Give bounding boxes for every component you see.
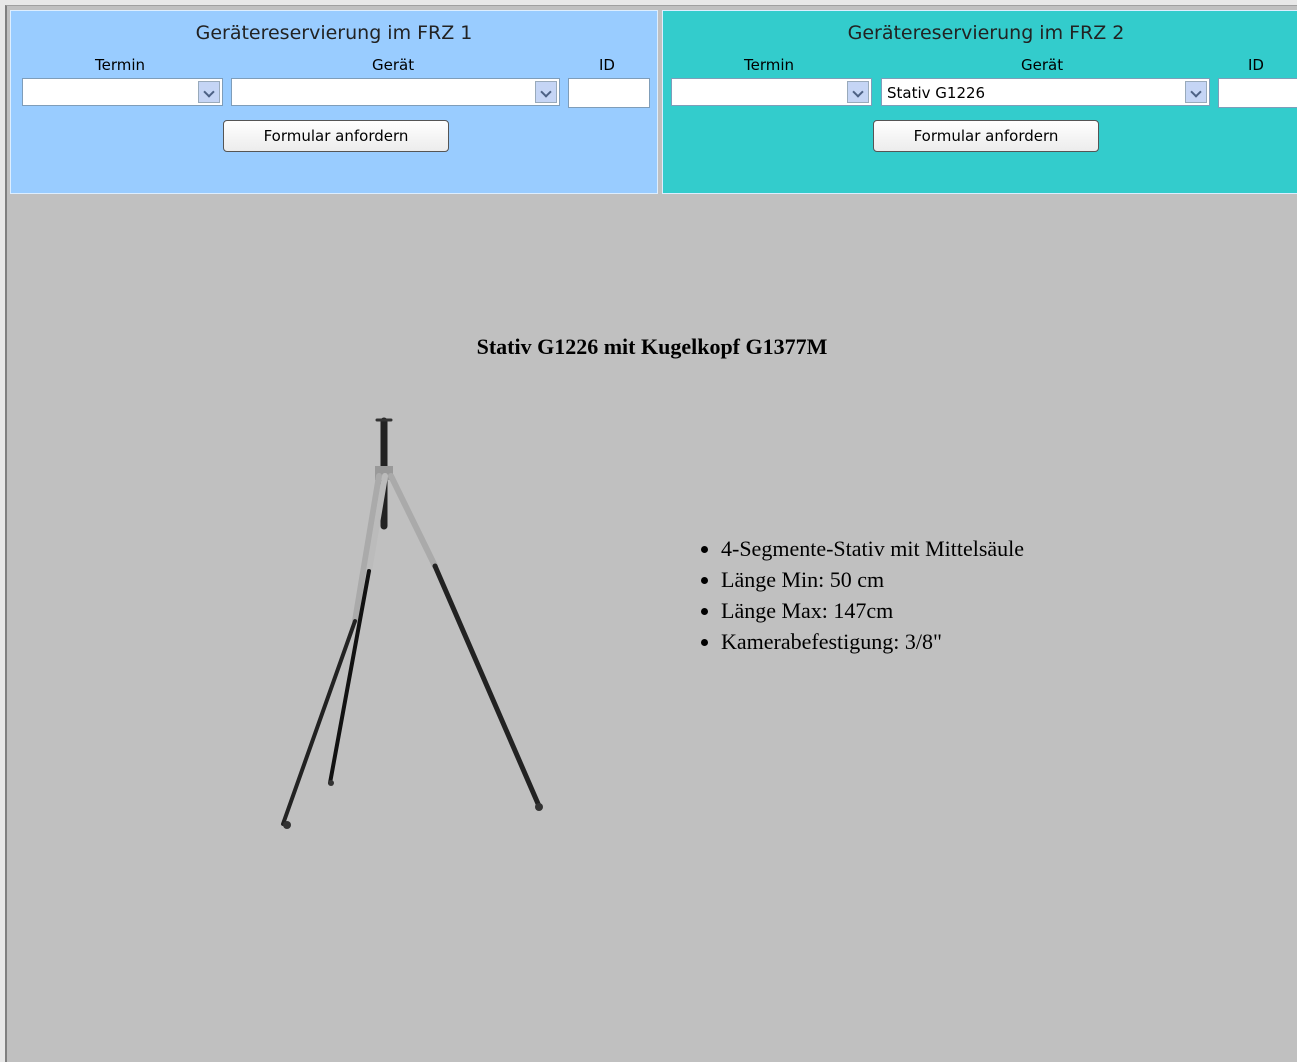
page: Gerätereservierung im FRZ 1 Termin Gerät…: [0, 0, 1297, 1061]
feature: Kamerabefestigung: 3/8": [721, 626, 1024, 657]
label: Gerät: [372, 56, 414, 74]
panel-title: Gerätereservierung im FRZ 2: [663, 22, 1297, 44]
request-button[interactable]: Formular anfordern: [873, 120, 1099, 152]
id-input[interactable]: [568, 78, 650, 108]
tripod-image: [267, 411, 567, 841]
product-title: Stativ G1226 mit Kugelkopf G1377M: [7, 334, 1297, 360]
termin-select[interactable]: [22, 78, 223, 106]
request-button[interactable]: Formular anfordern: [223, 120, 449, 152]
label: ID: [1248, 56, 1264, 74]
label: Termin: [95, 56, 145, 74]
panel-title: Gerätereservierung im FRZ 1: [11, 22, 657, 44]
label: Termin: [744, 56, 794, 74]
panel-frz1: Gerätereservierung im FRZ 1 Termin Gerät…: [10, 10, 658, 194]
geraet-select[interactable]: Stativ G1226: [881, 78, 1210, 106]
geraet-select[interactable]: [231, 78, 560, 106]
feature: Länge Max: 147cm: [721, 595, 1024, 626]
termin-select[interactable]: [671, 78, 872, 106]
frame: Gerätereservierung im FRZ 1 Termin Gerät…: [5, 5, 1297, 1062]
feature: 4-Segmente-Stativ mit Mittelsäule: [721, 533, 1024, 564]
id-input[interactable]: [1218, 78, 1297, 108]
label: ID: [599, 56, 615, 74]
feature: Länge Min: 50 cm: [721, 564, 1024, 595]
panel-frz2: Gerätereservierung im FRZ 2 Termin Gerät…: [662, 10, 1297, 194]
selected-value: Stativ G1226: [887, 84, 985, 102]
feature-list: 4-Segmente-Stativ mit Mittelsäule Länge …: [697, 533, 1024, 657]
label: Gerät: [1021, 56, 1063, 74]
